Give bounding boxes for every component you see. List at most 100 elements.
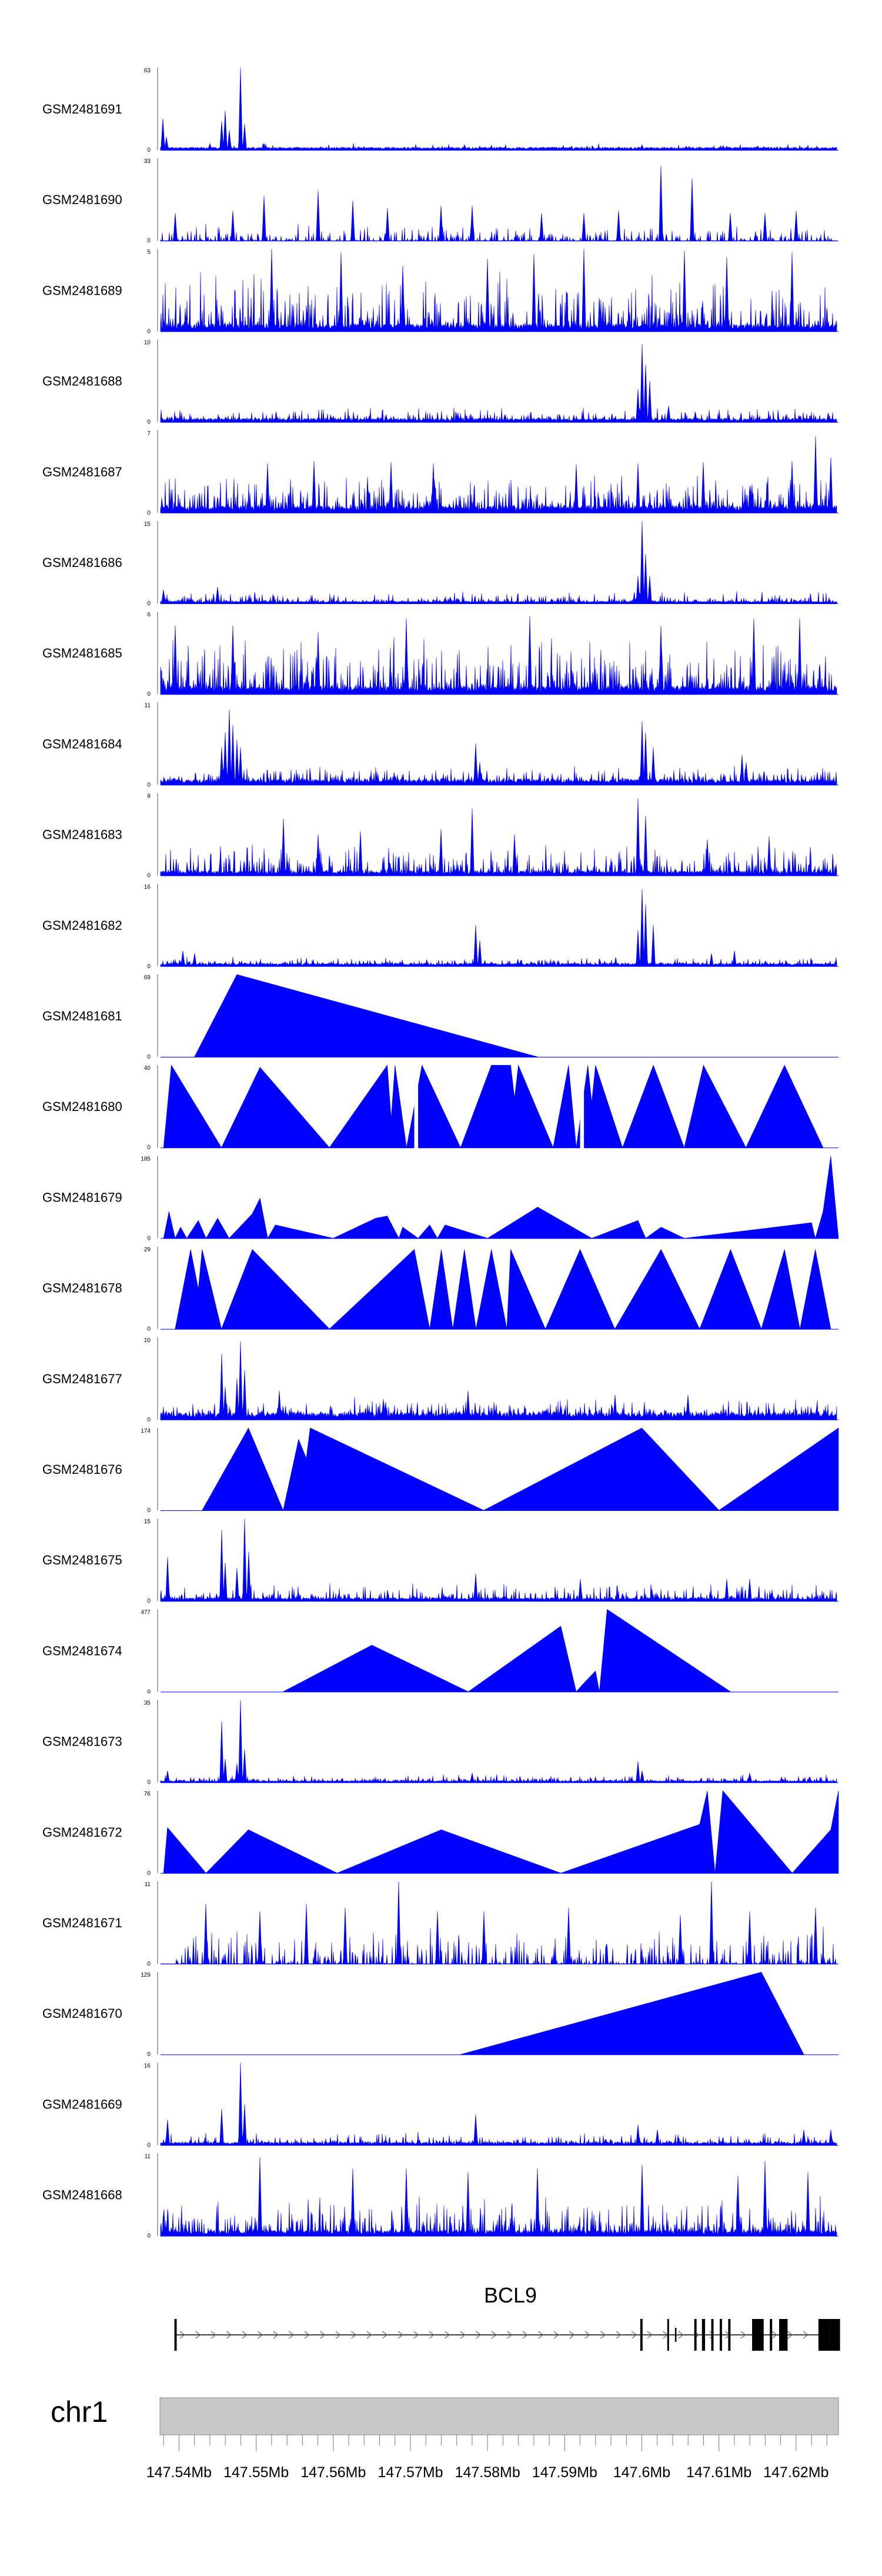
signal-gap — [414, 1065, 419, 1149]
track-label: GSM2481670 — [42, 2006, 122, 2021]
y-max-label: 16 — [144, 884, 151, 890]
y-max-label: 5 — [147, 249, 151, 255]
signal-area — [460, 1971, 804, 2055]
y-max-label: 6 — [147, 612, 151, 618]
gene-exon — [174, 2319, 177, 2351]
track-label: GSM2481686 — [42, 555, 122, 570]
signal-area — [160, 1341, 837, 1420]
y-min-label: 0 — [147, 1870, 151, 1877]
track-gsm2481686: GSM2481686 15 0 — [42, 520, 838, 607]
track-gsm2481673: GSM2481673 35 0 — [42, 1700, 838, 1786]
strand-arrow — [195, 2331, 201, 2339]
strand-arrow — [678, 2331, 684, 2339]
strand-arrow — [335, 2331, 341, 2339]
track-gsm2481681: GSM2481681 69 0 — [42, 974, 838, 1060]
track-gsm2481687: GSM2481687 7 0 — [42, 430, 838, 516]
strand-arrow — [507, 2331, 513, 2339]
y-min-label: 0 — [147, 1235, 151, 1242]
strand-arrow — [522, 2331, 528, 2339]
track-gsm2481669: GSM2481669 16 0 — [42, 2063, 838, 2148]
y-max-label: 174 — [141, 1428, 151, 1434]
track-label: GSM2481689 — [42, 283, 122, 298]
y-max-label: 11 — [145, 1881, 151, 1888]
signal-area — [194, 974, 538, 1057]
track-gsm2481682: GSM2481682 16 0 — [42, 883, 838, 970]
y-min-label: 0 — [147, 510, 151, 516]
strand-arrow — [413, 2331, 419, 2339]
track-gsm2481671: GSM2481671 11 0 — [42, 1881, 838, 1967]
track-label: GSM2481676 — [42, 1462, 122, 1477]
axis-tick-label: 147.59Mb — [532, 2464, 597, 2481]
track-label: GSM2481687 — [42, 465, 122, 479]
genome-axis: chr1 147.54Mb 147.55Mb 147.56Mb 147.57Mb 147… — [51, 2395, 839, 2481]
signal-area — [160, 249, 837, 332]
track-label: GSM2481680 — [42, 1099, 122, 1114]
y-min-label: 0 — [147, 1326, 151, 1333]
track-gsm2481684: GSM2481684 11 0 — [42, 702, 838, 788]
track-gsm2481680: GSM2481680 40 0 — [42, 1065, 838, 1151]
y-min-label: 0 — [147, 2142, 151, 2148]
gene-exon — [818, 2319, 830, 2351]
chromosome-label: chr1 — [51, 2395, 108, 2428]
track-label: GSM2481685 — [42, 646, 122, 660]
strand-arrow — [491, 2331, 497, 2339]
signal-area — [163, 1156, 839, 1239]
y-min-label: 0 — [147, 873, 151, 879]
track-gsm2481685: GSM2481685 6 0 — [42, 612, 838, 698]
strand-arrow — [211, 2331, 216, 2339]
track-gsm2481688: GSM2481688 10 0 — [42, 339, 838, 426]
y-max-label: 63 — [144, 68, 151, 74]
strand-arrow — [366, 2331, 372, 2339]
y-max-label: 8 — [147, 793, 151, 800]
y-max-label: 11 — [145, 702, 151, 709]
axis-ticks: 147.54Mb 147.55Mb 147.56Mb 147.57Mb 147.58Mb… — [146, 2435, 828, 2481]
track-gsm2481689: GSM2481689 5 0 — [42, 249, 838, 335]
y-max-label: 10 — [144, 1337, 151, 1344]
y-min-label: 0 — [147, 1598, 151, 1604]
gene-exon — [719, 2319, 722, 2351]
strand-arrow — [787, 2331, 793, 2339]
strand-arrow — [429, 2331, 435, 2339]
signal-area — [160, 343, 837, 422]
gene-model-bcl9 — [174, 2319, 840, 2351]
y-max-label: 76 — [144, 1791, 151, 1797]
y-min-label: 0 — [147, 2233, 151, 2240]
strand-arrow — [740, 2331, 746, 2339]
track-gsm2481668: GSM2481668 11 0 — [42, 2153, 838, 2240]
signal-area — [163, 1065, 824, 1149]
y-min-label: 0 — [147, 1054, 151, 1060]
track-label: GSM2481671 — [42, 1916, 122, 1930]
signal-area — [160, 798, 837, 876]
strand-arrow — [803, 2331, 808, 2339]
signal-area — [160, 1519, 837, 1601]
y-min-label: 0 — [147, 147, 151, 154]
axis-tick-label: 147.58Mb — [455, 2464, 520, 2481]
signal-area — [160, 436, 837, 513]
strand-arrow — [258, 2331, 263, 2339]
track-label: GSM2481690 — [42, 192, 122, 207]
axis-tick-label: 147.62Mb — [763, 2464, 828, 2481]
y-min-label: 0 — [147, 782, 151, 788]
y-max-label: 7 — [147, 431, 151, 437]
track-label: GSM2481672 — [42, 1825, 122, 1840]
axis-tick-label: 147.57Mb — [377, 2464, 443, 2481]
y-max-label: 10 — [144, 340, 151, 346]
y-max-label: 477 — [141, 1609, 151, 1616]
strand-arrow — [632, 2331, 637, 2339]
track-label: GSM2481682 — [42, 918, 122, 933]
signal-area — [160, 67, 837, 151]
y-max-label: 35 — [144, 1700, 151, 1707]
strand-arrow — [553, 2331, 559, 2339]
signal-area — [160, 2063, 837, 2145]
track-gsm2481679: GSM2481679 185 0 — [42, 1156, 839, 1242]
gene-exon — [674, 2328, 677, 2342]
strand-arrow — [771, 2331, 777, 2339]
y-min-label: 0 — [147, 1144, 151, 1151]
y-max-label: 129 — [141, 1972, 151, 1978]
track-label: GSM2481684 — [42, 736, 122, 751]
track-label: GSM2481673 — [42, 1734, 122, 1749]
strand-arrow — [179, 2331, 185, 2339]
track-gsm2481675: GSM2481675 15 0 — [42, 1519, 838, 1604]
gene-label: BCL9 — [484, 2283, 537, 2307]
